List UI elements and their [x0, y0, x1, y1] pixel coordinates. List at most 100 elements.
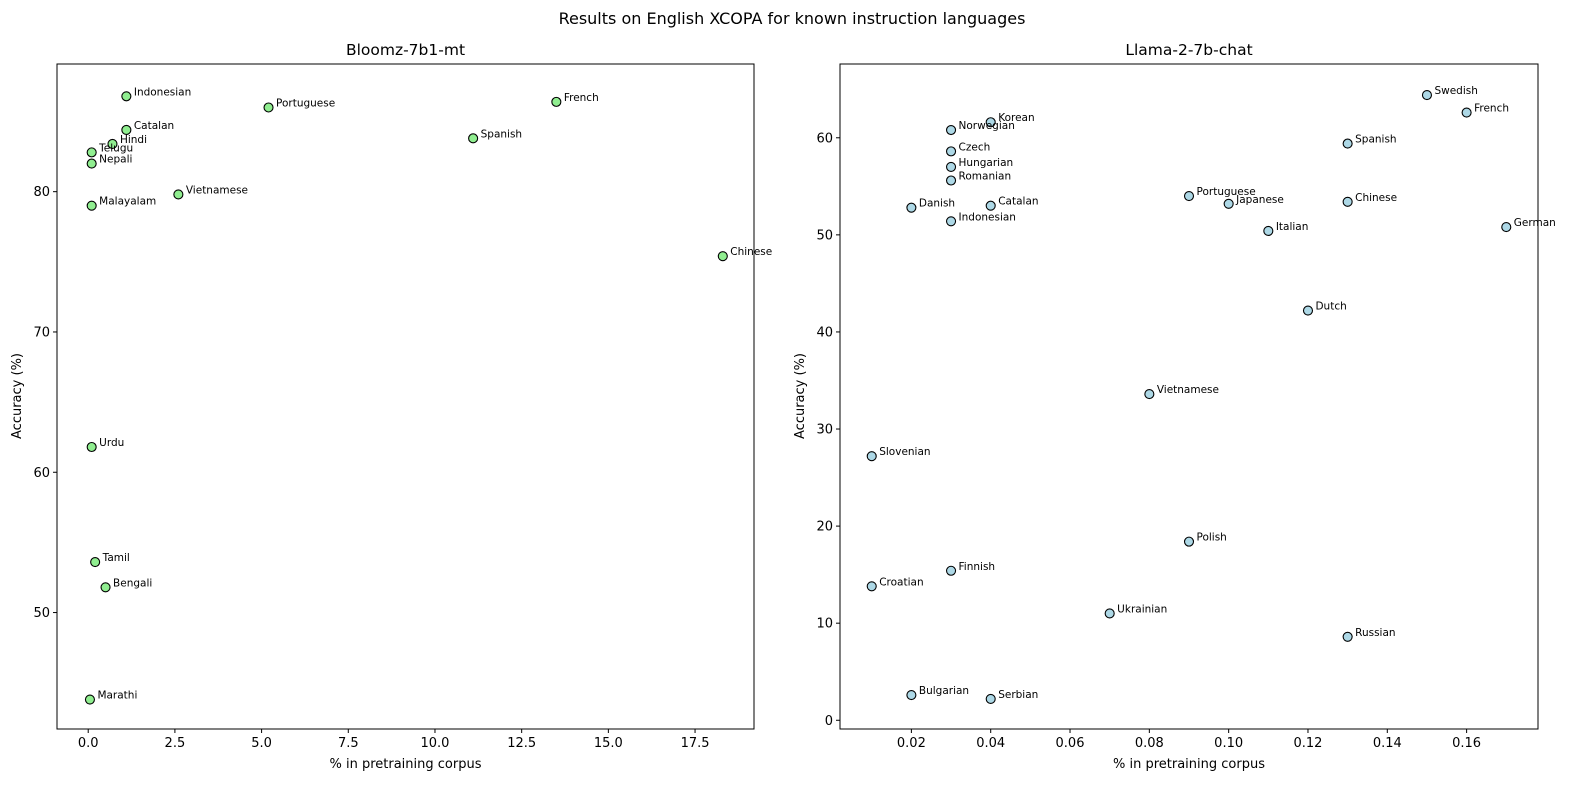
right-point-label: Russian	[1355, 627, 1395, 639]
left-chart: Bloomz-7b1-mt 0.0 2.5 5.0 7.5 10.0 12.5 15.0 17…	[10, 41, 772, 772]
left-data-point	[86, 147, 97, 158]
right-data-point	[866, 451, 877, 462]
right-point-label: Portuguese	[1197, 186, 1256, 198]
right-x-tick-label: 0.14	[1373, 736, 1402, 751]
right-point-label: German	[1514, 217, 1556, 229]
right-y-tick-label: 0	[825, 714, 833, 729]
right-data-point	[1183, 190, 1195, 202]
right-point-label: Ukrainian	[1117, 603, 1167, 615]
right-data-point	[945, 161, 957, 172]
left-y-tick-label: 70	[33, 325, 50, 340]
right-data-point	[906, 689, 917, 701]
left-point-label: Bengali	[113, 577, 152, 589]
right-x-axis-label: % in pretraining corpus	[1113, 757, 1265, 772]
right-y-tick-label: 40	[816, 325, 833, 340]
right-point-label: French	[1474, 103, 1509, 115]
right-y-tick-label: 50	[816, 228, 833, 243]
right-chart: Llama-2-7b-chat 0.02 0.04 0.06 0.08 0.10 0.12…	[793, 41, 1556, 772]
right-y-tick-label: 10	[816, 617, 833, 632]
left-point-label: Urdu	[99, 437, 124, 449]
right-y-tick-label: 20	[816, 520, 833, 535]
left-data-point	[121, 124, 132, 135]
left-data-point	[100, 582, 111, 593]
right-point-label: Italian	[1276, 221, 1309, 233]
right-data-point	[1263, 225, 1274, 237]
left-point-label: French	[564, 92, 599, 104]
left-chart-title: Bloomz-7b1-mt	[346, 41, 465, 59]
left-data-point	[551, 96, 562, 107]
left-point-label: Catalan	[134, 120, 174, 132]
left-y-tick-label: 80	[33, 185, 50, 200]
right-data-point	[866, 581, 877, 592]
right-x-tick-label: 0.12	[1294, 736, 1323, 751]
right-point-label: Serbian	[998, 689, 1038, 701]
left-data-point	[263, 102, 274, 113]
left-x-tick-label: 10.0	[420, 736, 449, 751]
right-point-label: Hungarian	[959, 157, 1014, 169]
left-data-point	[86, 200, 97, 211]
left-point-label: Tamil	[102, 552, 130, 564]
right-data-point	[1223, 198, 1234, 209]
right-x-tick-label: 0.04	[976, 736, 1005, 751]
right-data-point	[985, 693, 996, 704]
right-data-point	[985, 200, 996, 211]
left-y-tick-label: 50	[33, 606, 50, 621]
left-data-point	[717, 251, 728, 262]
left-data-point	[90, 556, 101, 568]
right-data-point	[1144, 389, 1155, 400]
right-x-tick-label: 0.02	[897, 736, 926, 751]
left-plot-area	[56, 63, 755, 730]
right-point-label: Danish	[919, 198, 955, 210]
right-point-label: Vietnamese	[1157, 384, 1219, 396]
right-x-tick-label: 0.16	[1452, 736, 1481, 751]
left-point-label: Nepali	[99, 154, 132, 166]
right-point-label: Croatian	[879, 576, 923, 588]
left-x-tick-label: 5.0	[251, 736, 272, 751]
left-x-tick-label: 7.5	[338, 736, 359, 751]
left-data-point	[468, 133, 479, 144]
left-point-label: Vietnamese	[186, 184, 248, 196]
right-point-label: Indonesian	[959, 211, 1016, 223]
right-point-label: Finnish	[959, 561, 996, 573]
left-point-label: Marathi	[97, 690, 137, 702]
left-points: Indonesian Portuguese French Catalan Hindi Sp…	[84, 86, 772, 705]
left-data-point	[84, 694, 95, 705]
right-point-label: Czech	[959, 141, 991, 153]
right-data-point	[945, 565, 957, 576]
right-data-point	[945, 216, 957, 227]
left-data-point	[86, 441, 97, 453]
left-data-point	[121, 91, 132, 102]
right-data-point	[985, 117, 996, 128]
left-x-tick-label: 17.5	[681, 736, 710, 751]
right-point-label: Spanish	[1355, 134, 1396, 146]
right-point-label: Slovenian	[879, 446, 930, 458]
right-point-label: Norwegian	[959, 120, 1015, 132]
left-point-label: Spanish	[481, 128, 522, 140]
right-x-tick-label: 0.06	[1056, 736, 1085, 751]
right-data-point	[945, 146, 957, 157]
right-data-point	[1421, 90, 1433, 101]
right-point-label: Korean	[998, 112, 1034, 124]
right-data-point	[906, 202, 917, 213]
left-data-point	[173, 189, 184, 200]
right-point-label: Dutch	[1315, 301, 1346, 313]
left-data-point	[107, 138, 118, 150]
left-y-tick-label: 60	[33, 466, 50, 481]
right-data-point	[945, 124, 957, 136]
left-point-label: Hindi	[120, 134, 147, 146]
right-point-label: Bulgarian	[919, 685, 969, 697]
right-y-axis-label: Accuracy (%)	[793, 353, 808, 439]
right-data-point	[1183, 536, 1195, 547]
right-point-label: Catalan	[998, 196, 1038, 208]
right-data-point	[1342, 631, 1353, 642]
left-data-point	[86, 158, 97, 169]
right-x-tick-label: 0.10	[1214, 736, 1243, 751]
left-x-tick-label: 15.0	[594, 736, 623, 751]
left-point-label: Malayalam	[99, 196, 156, 208]
right-point-label: Chinese	[1355, 192, 1397, 204]
right-chart-title: Llama-2-7b-chat	[1125, 41, 1252, 59]
left-point-label: Telugu	[98, 142, 133, 154]
right-data-point	[1461, 107, 1472, 118]
right-x-axis: 0.02 0.04 0.06 0.08 0.10 0.12 0.14 0.16	[897, 729, 1481, 751]
